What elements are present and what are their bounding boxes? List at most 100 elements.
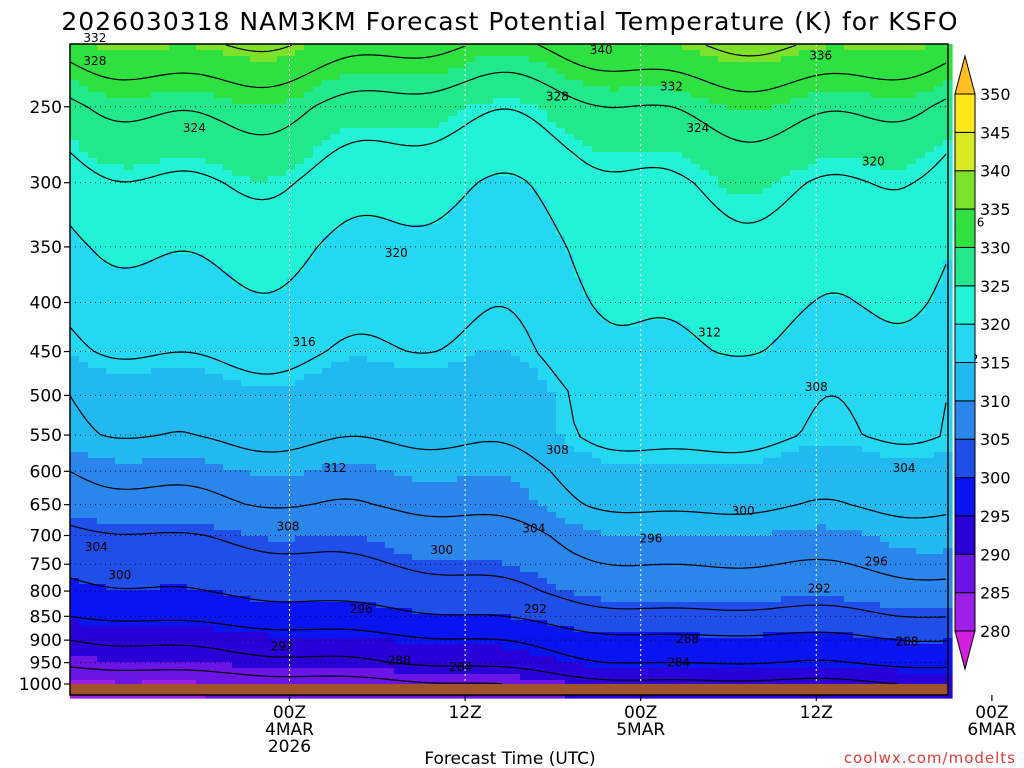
y-tick-label: 850 bbox=[30, 607, 62, 627]
contour-label: 304 bbox=[85, 540, 108, 554]
y-tick-label: 250 bbox=[30, 98, 62, 118]
y-tick-label: 550 bbox=[30, 426, 62, 446]
contour-296 bbox=[69, 615, 947, 669]
colorbar-band bbox=[954, 285, 976, 325]
contour-label: 292 bbox=[524, 602, 547, 616]
contour-308 bbox=[69, 470, 947, 581]
contour-label: 300 bbox=[732, 504, 755, 518]
frame-rect bbox=[69, 43, 949, 696]
colorbar-band bbox=[954, 131, 976, 172]
y-tick-label: 900 bbox=[30, 631, 62, 651]
plot-frame bbox=[69, 43, 949, 696]
x-tick-label: 12Z bbox=[448, 703, 481, 723]
contour-label: 308 bbox=[277, 519, 300, 533]
colorbar-band bbox=[954, 362, 976, 402]
colorbar-label: 280 bbox=[980, 622, 1011, 641]
contour-label: 288 bbox=[896, 635, 919, 649]
contour-label: 324 bbox=[183, 121, 206, 135]
contour-292 bbox=[69, 639, 899, 685]
x-tick-label: 00Z bbox=[624, 703, 657, 723]
y-tick-label: 400 bbox=[30, 293, 62, 313]
y-tick-label: 800 bbox=[30, 582, 62, 602]
ground-fill bbox=[70, 684, 948, 695]
contour-label: 296 bbox=[865, 554, 888, 568]
contour-label: 296 bbox=[350, 602, 373, 616]
contour-288 bbox=[69, 666, 503, 685]
y-tick-label: 1000 bbox=[19, 675, 62, 695]
contour-316 bbox=[69, 306, 947, 454]
colorbar-label: 290 bbox=[980, 545, 1011, 564]
x-tick-label: 12Z bbox=[800, 703, 833, 723]
colorbar: 280 285 290 295 300 305 310 315 320 325 330 335 340 3… bbox=[954, 54, 1011, 671]
colorbar-label: 310 bbox=[980, 392, 1011, 411]
y-tick-label: 300 bbox=[30, 174, 62, 194]
y-tick-label: 500 bbox=[30, 386, 62, 406]
contour-label: 300 bbox=[430, 543, 453, 557]
contour-label: 308 bbox=[805, 380, 828, 394]
y-tick-label: 750 bbox=[30, 555, 62, 575]
x-tick-label: 6MAR bbox=[967, 720, 1016, 740]
colorbar-label: 340 bbox=[980, 162, 1011, 181]
contour-label: 328 bbox=[83, 54, 106, 68]
y-tick-label: 600 bbox=[30, 462, 62, 482]
colorbar-label: 315 bbox=[980, 354, 1011, 373]
contour-label: 304 bbox=[893, 461, 916, 475]
contour-label: 312 bbox=[698, 326, 721, 340]
contour-label: 320 bbox=[385, 246, 408, 260]
credit-text: coolwx.com/modelts bbox=[844, 749, 1016, 767]
colorbar-label: 300 bbox=[980, 469, 1011, 488]
contour-label: 284 bbox=[449, 660, 472, 674]
colorbar-band bbox=[954, 400, 976, 440]
contour-320 bbox=[69, 172, 947, 357]
y-tick-label: 950 bbox=[30, 654, 62, 674]
colorbar-top-arrow bbox=[954, 54, 976, 95]
contour-label: 320 bbox=[862, 154, 885, 168]
colorbar-bottom-arrow bbox=[954, 630, 976, 671]
x-tick-label: 5MAR bbox=[616, 720, 665, 740]
x-tick-label: 00Z bbox=[975, 703, 1008, 723]
contour-label: 288 bbox=[676, 632, 699, 646]
colorbar-band bbox=[954, 477, 976, 517]
contour-label: 304 bbox=[522, 521, 545, 535]
contour-label: 308 bbox=[546, 443, 569, 457]
contour-332 bbox=[69, 44, 947, 93]
colorbar-label: 285 bbox=[980, 584, 1011, 603]
contour-label: 292 bbox=[808, 581, 831, 595]
contour-324 bbox=[69, 108, 947, 224]
colorbar-label: 350 bbox=[980, 85, 1011, 104]
contour-label: 296 bbox=[639, 531, 662, 545]
colorbar-label: 295 bbox=[980, 507, 1011, 526]
y-tick-label: 450 bbox=[30, 343, 62, 363]
colorbar-band bbox=[954, 323, 976, 363]
y-tick-label: 700 bbox=[30, 526, 62, 546]
contour-label: 328 bbox=[546, 90, 569, 104]
contour-label: 312 bbox=[323, 461, 346, 475]
x-tick-label: 2026 bbox=[268, 737, 311, 757]
contour-label: 332 bbox=[83, 31, 106, 45]
grid-lines bbox=[70, 44, 993, 684]
contour-304 bbox=[69, 524, 947, 618]
colorbar-label: 320 bbox=[980, 315, 1011, 334]
ground-strip bbox=[70, 684, 948, 695]
colorbar-label: 325 bbox=[980, 277, 1011, 296]
chart-title: 2026030318 NAM3KM Forecast Potential Tem… bbox=[61, 7, 958, 36]
contour-label: 300 bbox=[108, 568, 131, 582]
colorbar-band bbox=[954, 208, 976, 248]
contour-label: 336 bbox=[809, 48, 832, 62]
contour-label: 316 bbox=[293, 335, 316, 349]
colorbar-label: 305 bbox=[980, 430, 1011, 449]
y-tick-label: 350 bbox=[30, 238, 62, 258]
x-axis-label: Forecast Time (UTC) bbox=[424, 749, 595, 768]
contour-328 bbox=[69, 71, 947, 143]
contour-label: 324 bbox=[686, 121, 709, 135]
contour-label: 288 bbox=[388, 653, 411, 667]
x-tick-label: 00Z bbox=[273, 703, 306, 723]
contour-lines bbox=[69, 44, 947, 685]
colorbar-label: 330 bbox=[980, 238, 1011, 257]
contour-label: 332 bbox=[660, 79, 683, 93]
colorbar-band bbox=[954, 170, 976, 210]
contour-300 bbox=[69, 577, 947, 642]
